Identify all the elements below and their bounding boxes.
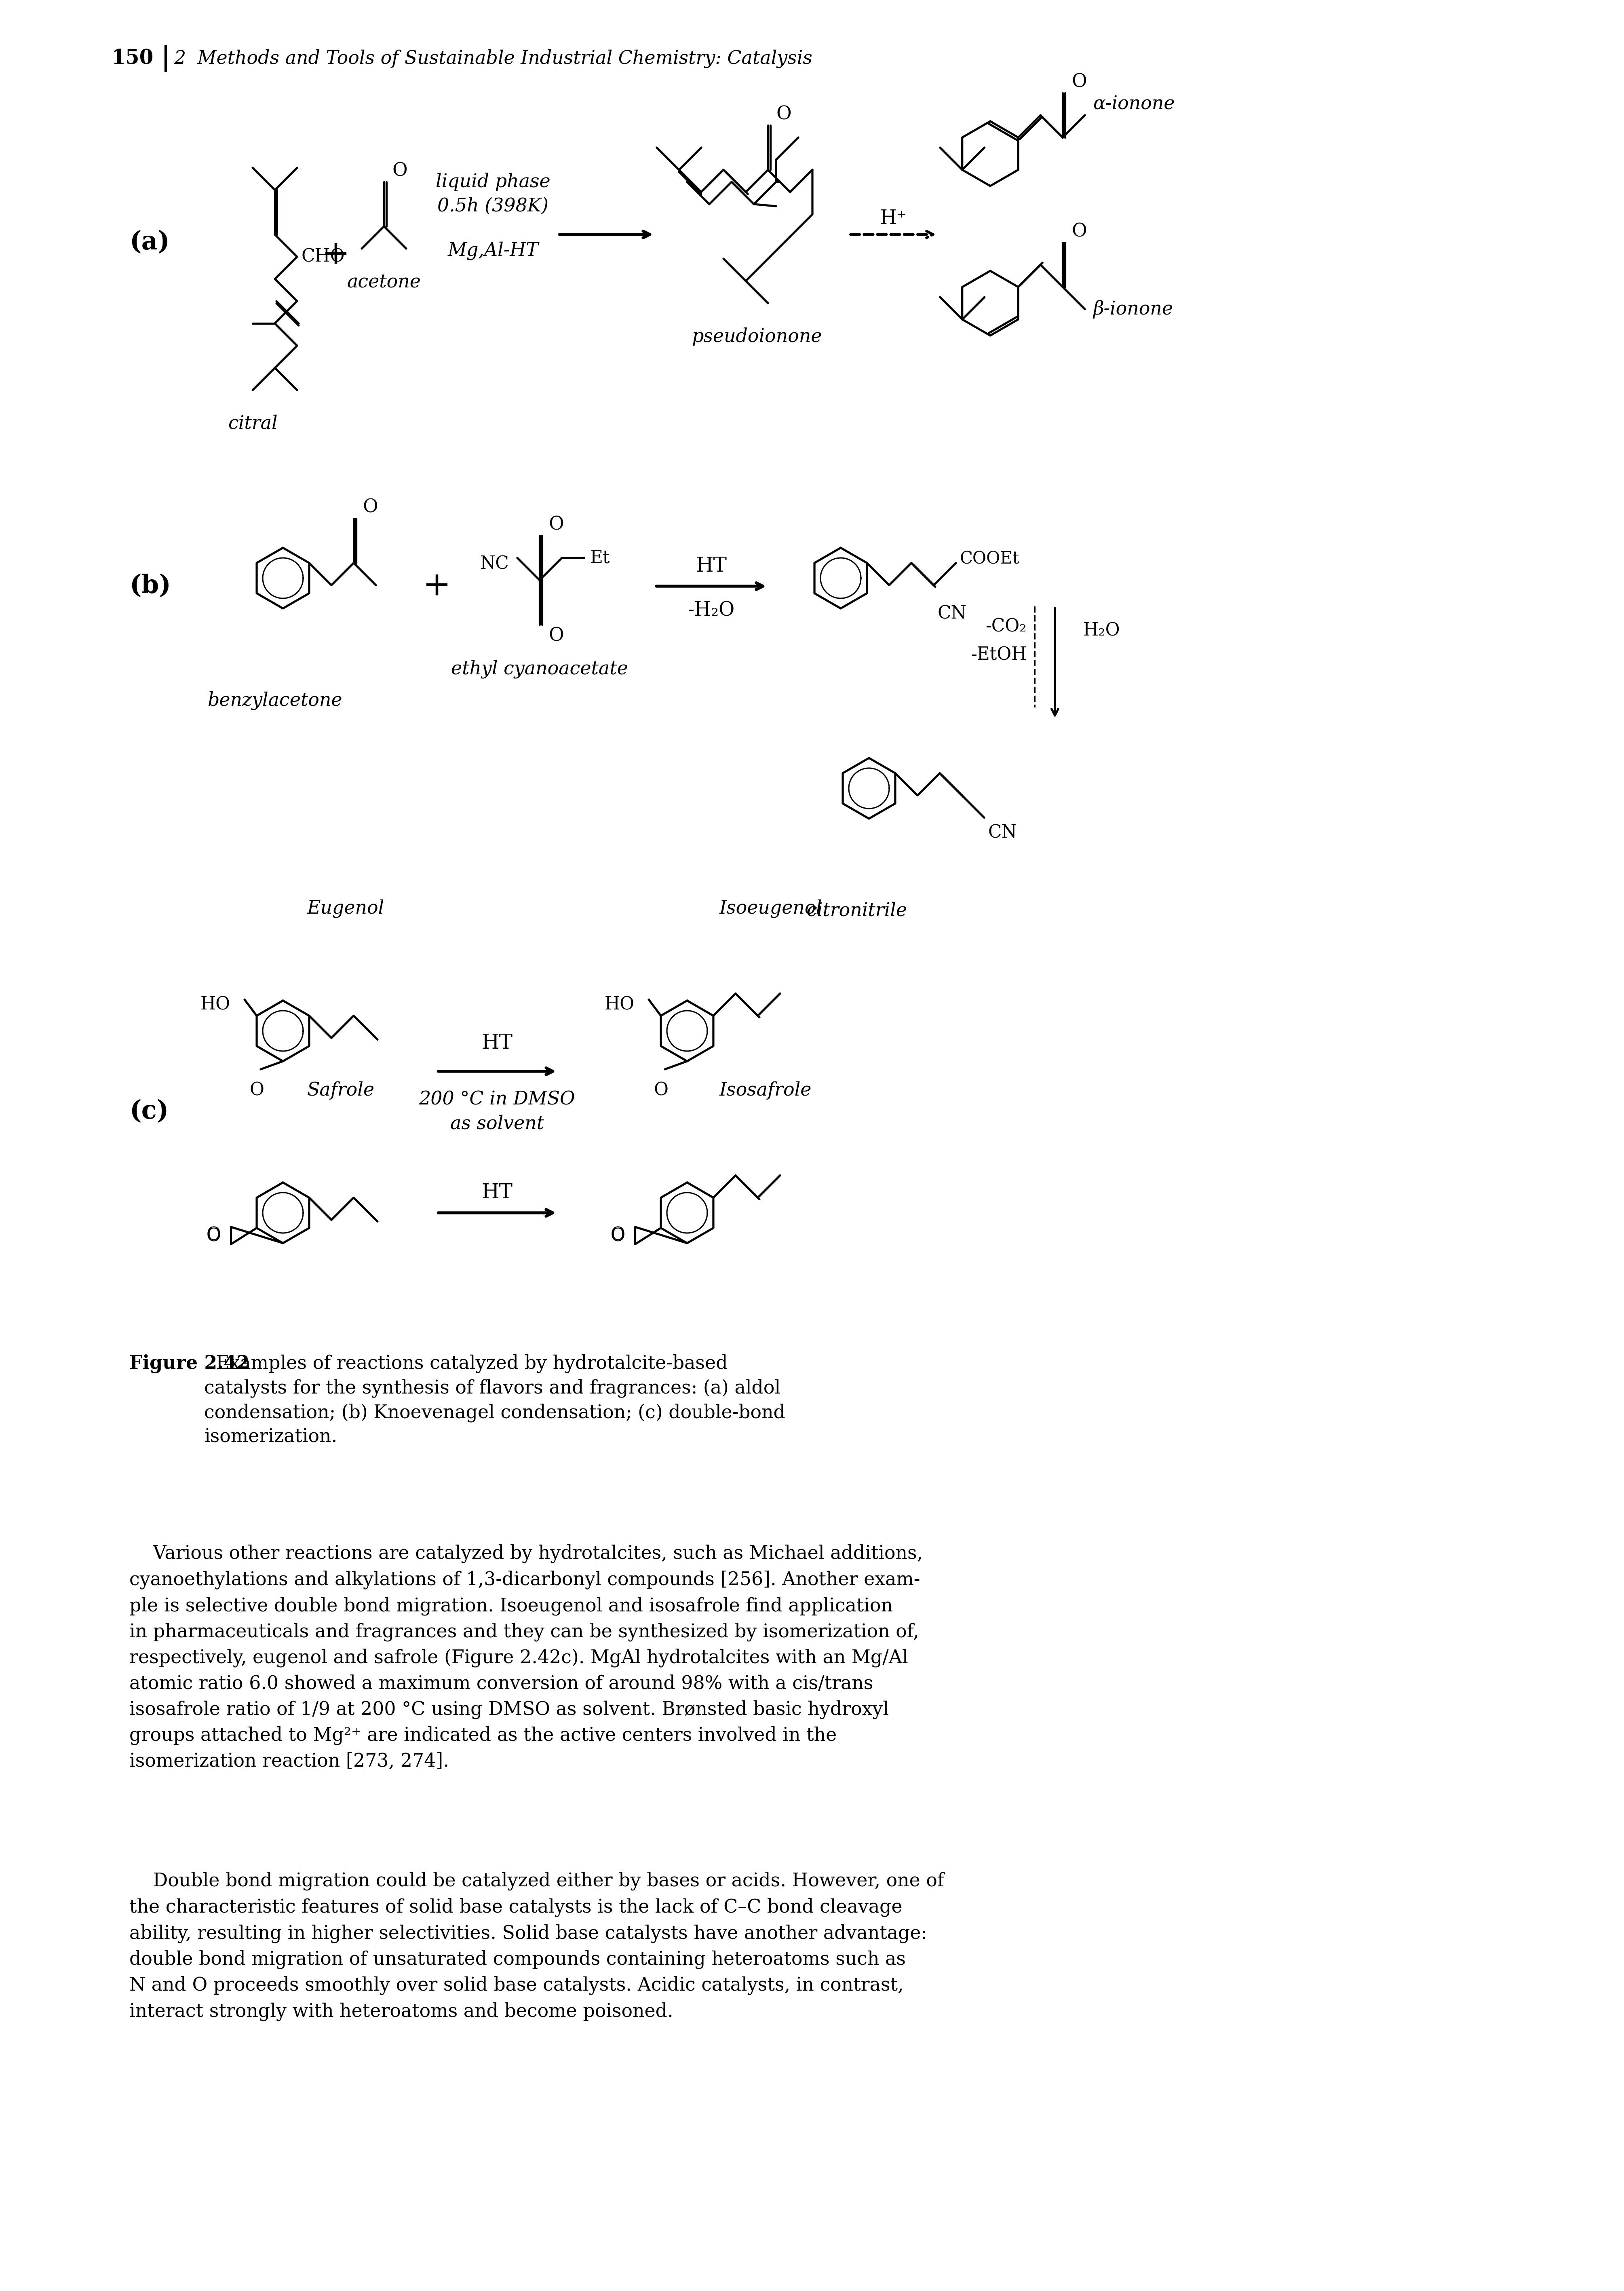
Text: citral: citral — [227, 415, 278, 433]
Text: HO: HO — [200, 997, 231, 1013]
Text: citronitrile: citronitrile — [807, 900, 908, 919]
Text: Various other reactions are catalyzed by hydrotalcites, such as Michael addition: Various other reactions are catalyzed by… — [130, 1544, 922, 1771]
Text: -CO₂: -CO₂ — [986, 619, 1026, 635]
Text: O: O — [611, 1228, 625, 1244]
Text: β-ionone: β-ionone — [1093, 300, 1173, 318]
Text: Double bond migration could be catalyzed either by bases or acids. However, one : Double bond migration could be catalyzed… — [130, 1872, 944, 2021]
Text: (a): (a) — [130, 229, 169, 254]
Text: 0.5h (398K): 0.5h (398K) — [437, 197, 549, 215]
Text: Safrole: Safrole — [307, 1081, 375, 1100]
Text: pseudoionone: pseudoionone — [692, 328, 822, 346]
Text: O: O — [1072, 73, 1086, 92]
Text: ethyl cyanoacetate: ethyl cyanoacetate — [451, 660, 628, 678]
Text: CHO: CHO — [300, 247, 344, 266]
Text: HO: HO — [604, 997, 635, 1013]
Text: COOEt: COOEt — [960, 550, 1020, 568]
Text: O: O — [206, 1226, 221, 1244]
Text: HT: HT — [482, 1033, 513, 1054]
Text: Isosafrole: Isosafrole — [719, 1081, 812, 1100]
Text: Mg,Al-HT: Mg,Al-HT — [448, 241, 539, 259]
Text: O: O — [1072, 222, 1086, 241]
Text: 150: 150 — [112, 48, 154, 69]
Text: -H₂O: -H₂O — [689, 600, 734, 621]
Text: (c): (c) — [130, 1100, 169, 1125]
Text: CN: CN — [937, 605, 966, 623]
Text: H₂O: H₂O — [1083, 621, 1121, 639]
Text: (b): (b) — [130, 573, 171, 598]
Text: Isoeugenol: Isoeugenol — [719, 900, 822, 919]
Text: as solvent: as solvent — [450, 1116, 544, 1134]
Text: 2  Methods and Tools of Sustainable Industrial Chemistry: Catalysis: 2 Methods and Tools of Sustainable Indus… — [174, 48, 812, 69]
Text: O: O — [362, 497, 378, 515]
Text: -EtOH: -EtOH — [971, 646, 1026, 664]
Text: liquid phase: liquid phase — [435, 172, 551, 190]
Text: O: O — [611, 1226, 625, 1244]
Text: HT: HT — [482, 1182, 513, 1203]
Text: CN: CN — [987, 825, 1017, 841]
Text: O: O — [776, 105, 791, 124]
Text: α-ionone: α-ionone — [1093, 94, 1174, 112]
Text: O: O — [250, 1081, 265, 1100]
Text: Figure 2.42: Figure 2.42 — [130, 1354, 250, 1372]
Text: O: O — [391, 163, 408, 181]
Text: O: O — [549, 625, 564, 644]
Text: Eugenol: Eugenol — [307, 900, 385, 919]
Text: O: O — [653, 1081, 667, 1100]
Text: Et: Et — [590, 550, 611, 566]
Text: HT: HT — [695, 557, 728, 575]
Text: O: O — [549, 515, 564, 534]
Text: 200 °C in DMSO: 200 °C in DMSO — [419, 1091, 575, 1109]
Text: +: + — [322, 238, 349, 270]
Text: O: O — [206, 1228, 221, 1244]
Text: benzylacetone: benzylacetone — [208, 692, 343, 710]
Text: NC: NC — [481, 554, 510, 573]
Text: H⁺: H⁺ — [880, 208, 906, 227]
Text: Examples of reactions catalyzed by hydrotalcite-based
catalysts for the synthesi: Examples of reactions catalyzed by hydro… — [205, 1354, 786, 1446]
Text: +: + — [422, 570, 451, 603]
Text: acetone: acetone — [348, 273, 421, 291]
